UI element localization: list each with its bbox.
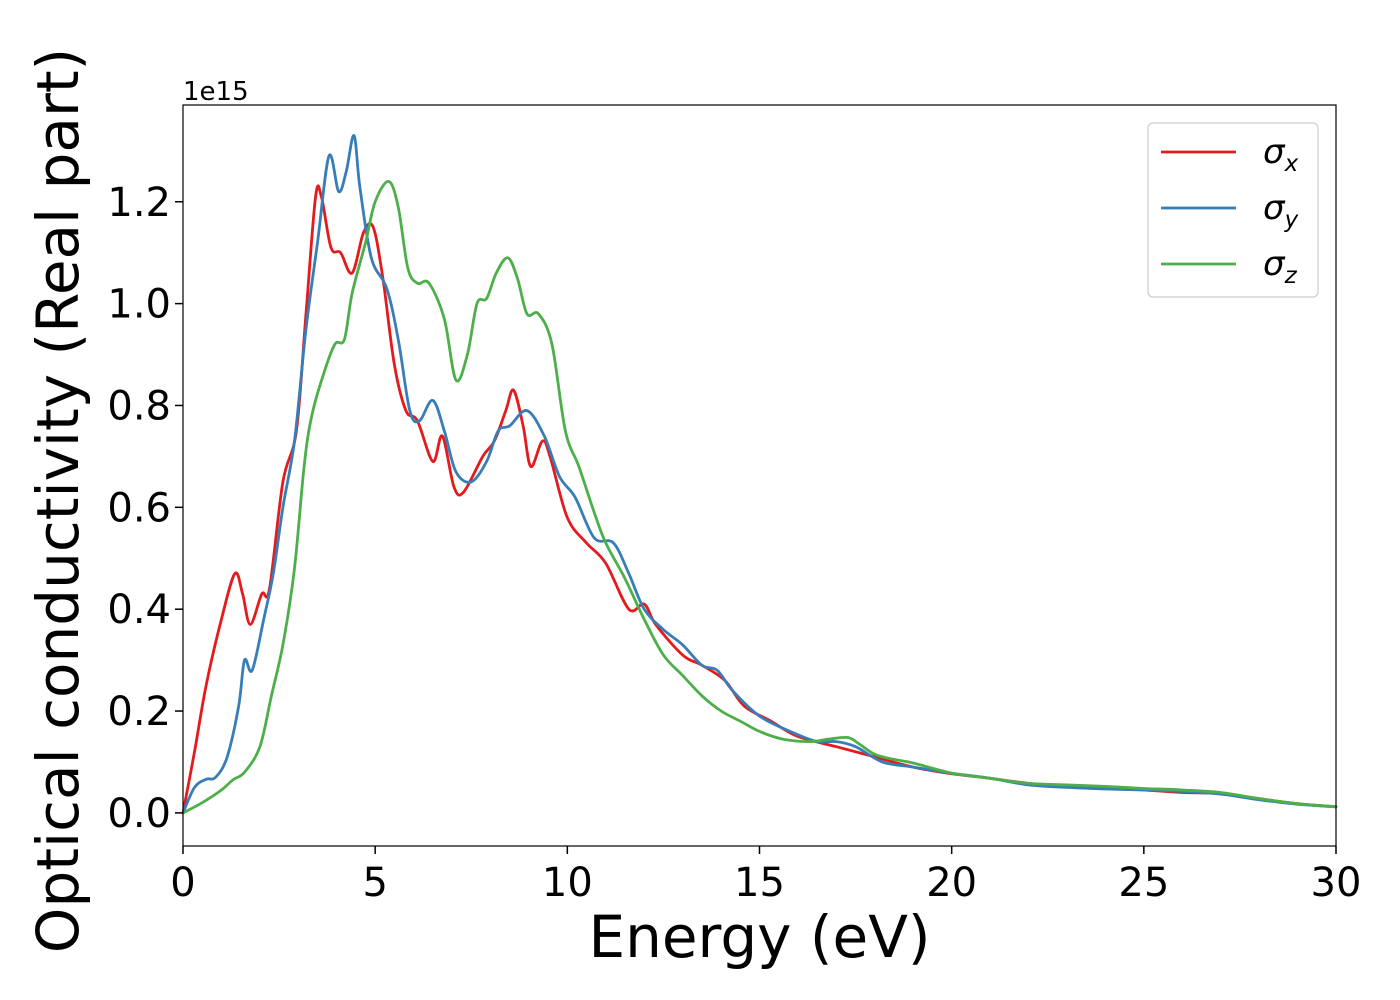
- y-tick-label: 1.2: [107, 180, 171, 226]
- x-axis-title: Energy (eV): [588, 903, 930, 971]
- x-tick-label: 30: [1311, 860, 1362, 906]
- y-axis-title: Optical conductivity (Real part): [24, 48, 92, 953]
- legend-entry-z: σz: [1161, 244, 1298, 289]
- y-tick-label: 0.0: [107, 791, 171, 837]
- y-tick-label: 1.0: [107, 282, 171, 328]
- y-tick-label: 0.4: [107, 587, 171, 633]
- y-offset-label: 1e15: [183, 77, 249, 107]
- series-line-z: [181, 180, 1338, 815]
- x-tick-label: 5: [362, 860, 387, 906]
- x-tick-label: 10: [542, 860, 593, 906]
- x-tick-label: 15: [734, 860, 785, 906]
- x-tick-label: 25: [1118, 860, 1169, 906]
- y-tick-label: 0.8: [107, 383, 171, 429]
- x-tick-label: 20: [926, 860, 977, 906]
- y-tick-label: 0.6: [107, 485, 171, 531]
- legend-label: σy: [1263, 188, 1299, 233]
- series-lines: [181, 134, 1338, 815]
- legend-entries: σx σy σz: [1161, 132, 1299, 289]
- legend-label: σx: [1263, 132, 1299, 177]
- x-tick-label: 0: [170, 860, 195, 906]
- legend-entry-x: σx: [1161, 132, 1299, 177]
- legend-box: [1147, 122, 1319, 298]
- y-axis: 0.0 0.2 0.4 0.6 0.8 1.0 1.2: [107, 180, 183, 837]
- legend-label: σz: [1263, 244, 1298, 289]
- y-tick-label: 0.2: [107, 689, 171, 735]
- legend-entry-y: σy: [1161, 188, 1299, 233]
- legend: σx σy σz: [1147, 122, 1319, 298]
- x-axis: 0 5 10 15 20 25 30: [170, 846, 1361, 906]
